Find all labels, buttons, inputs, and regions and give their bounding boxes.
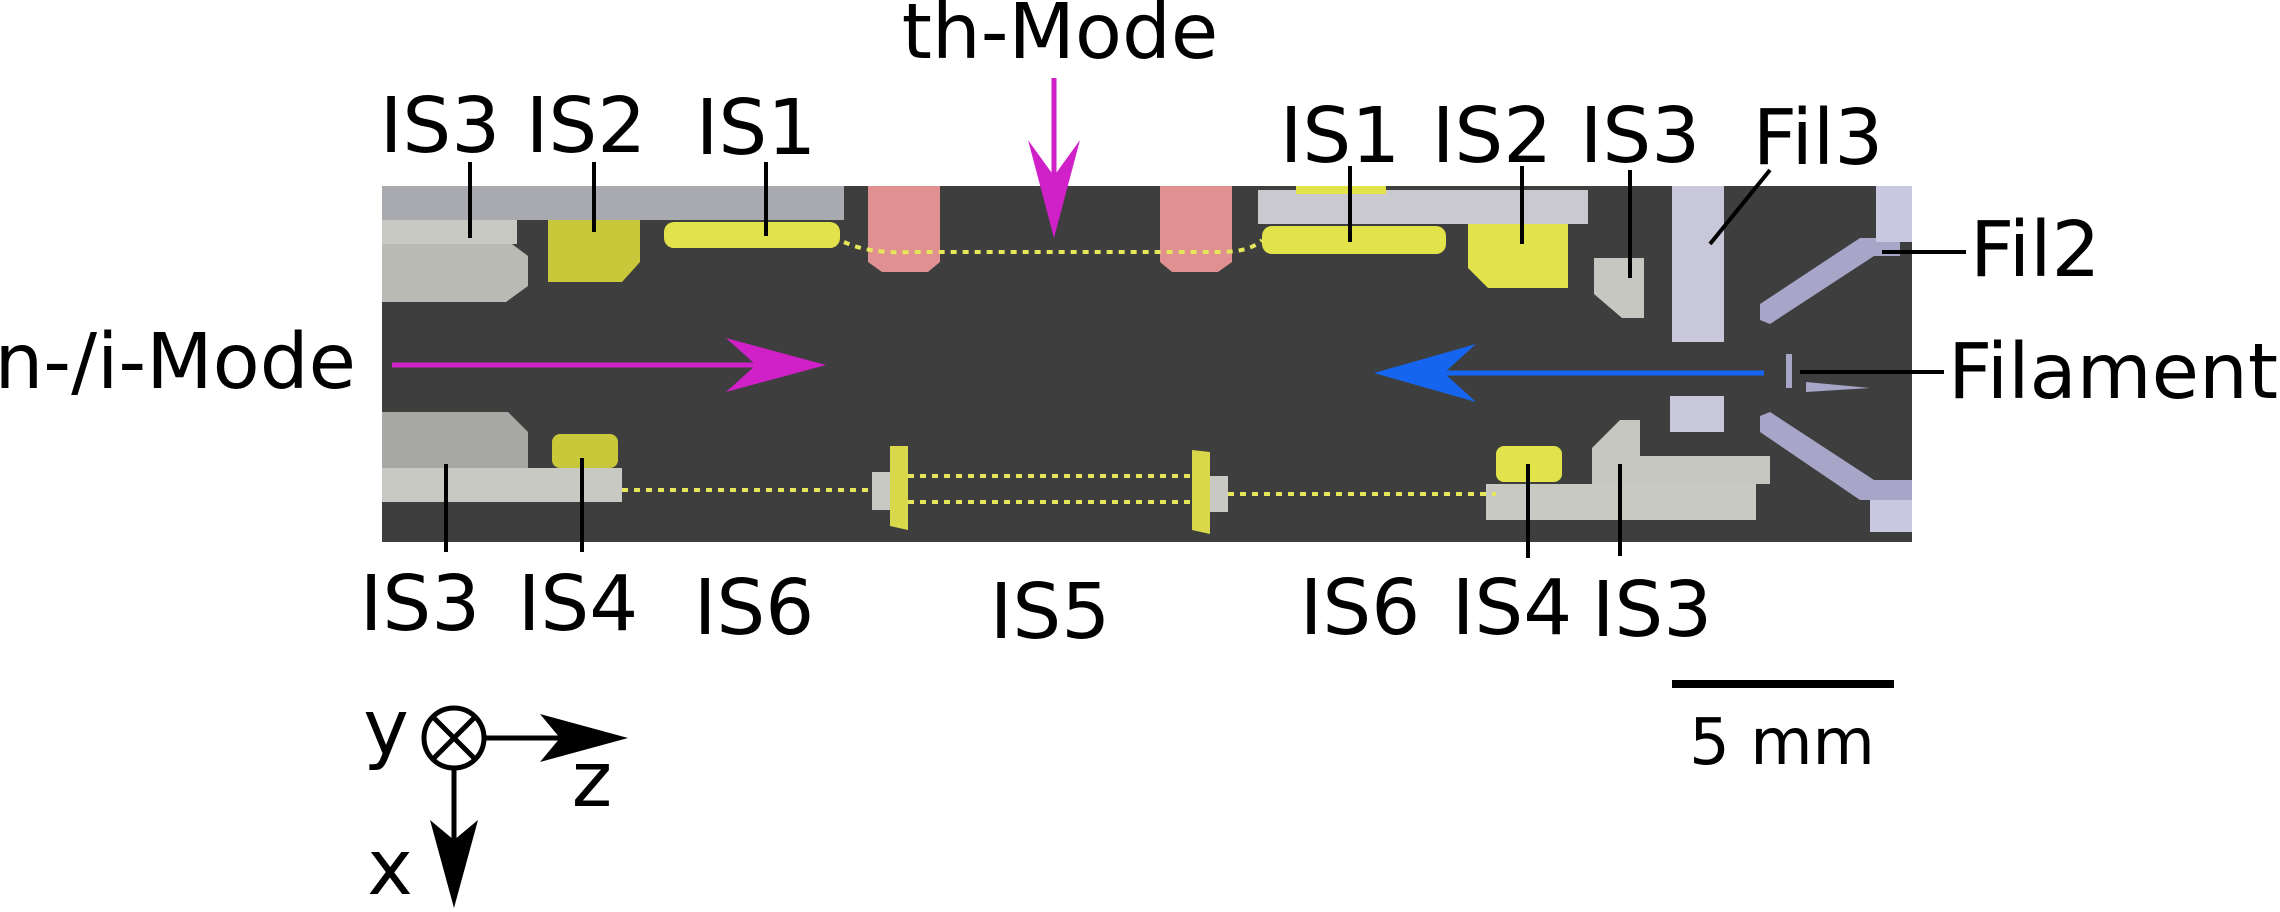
label-is6-bottom-left: IS6 — [694, 564, 815, 653]
label-is4-bottom-right: IS4 — [1452, 564, 1573, 653]
is3-bottom-left-electrode — [382, 412, 528, 468]
label-filament: Filament — [1948, 328, 2278, 417]
is3-bottom-right-electrode — [1592, 420, 1770, 484]
ni-mode-arrow-head — [726, 338, 826, 392]
th-mode-arrow-head — [1028, 140, 1080, 238]
scale-bar-label: 5 mm — [1689, 706, 1875, 780]
is1-top-right-cap — [1296, 186, 1386, 194]
is5-right-cap — [1210, 476, 1228, 512]
label-is2-top-left: IS2 — [526, 82, 647, 171]
label-fil3: Fil3 — [1753, 94, 1883, 183]
label-is4-bottom-left: IS4 — [518, 560, 639, 649]
fil3-plate — [1672, 186, 1724, 342]
label-is3-top-left: IS3 — [380, 82, 501, 171]
fil2-top-block — [1876, 186, 1912, 242]
is3-top-left-strip — [382, 220, 517, 244]
shield-left — [868, 186, 940, 272]
axis-label-y: y — [363, 684, 409, 773]
x-axis-arrow-head — [430, 820, 478, 908]
is2-top-left-electrode — [548, 220, 640, 282]
label-is3-top-right: IS3 — [1580, 92, 1701, 181]
ni-mode-label: n-/i-Mode — [0, 318, 356, 407]
fil3-block — [1670, 396, 1724, 432]
is5-left-cap — [872, 472, 890, 510]
label-is1-top-left: IS1 — [696, 84, 817, 173]
label-fil2: Fil2 — [1970, 206, 2100, 295]
top-rail — [382, 186, 844, 220]
shield-right — [1160, 186, 1232, 272]
z-axis-arrow-head — [540, 714, 628, 762]
y-axis-cross-b — [431, 715, 477, 761]
is5-left-plate — [890, 446, 908, 530]
is1-top-right-electrode — [1262, 226, 1446, 254]
is3-bottom-left-strip — [382, 468, 622, 502]
th-mode-label: th-Mode — [902, 0, 1219, 77]
leader-lines — [444, 162, 1966, 558]
fil2-bottom-block — [1870, 500, 1912, 532]
is4-bottom-left-electrode — [552, 434, 618, 468]
label-is5: IS5 — [990, 568, 1111, 657]
beam-arrow-head — [1374, 344, 1476, 402]
label-is3-bottom-right: IS3 — [1592, 566, 1713, 655]
is2-top-right-electrode — [1468, 224, 1568, 288]
is5-right-plate — [1192, 450, 1210, 534]
fil2-lower-arm — [1760, 412, 1912, 500]
fil2-upper-arm — [1760, 238, 1900, 324]
filament-tip — [1786, 354, 1792, 388]
label-is6-bottom-right: IS6 — [1300, 564, 1421, 653]
is1-top-left-electrode — [664, 222, 840, 248]
label-is2-top-right: IS2 — [1432, 92, 1553, 181]
axis-label-x: x — [367, 824, 413, 912]
is1-top-right-rail — [1258, 190, 1588, 224]
axis-label-z: z — [572, 736, 612, 825]
label-is1-top-right: IS1 — [1280, 92, 1401, 181]
filament-wire — [1806, 382, 1870, 392]
dotted-path-top — [843, 238, 1264, 255]
label-is3-bottom-left: IS3 — [360, 560, 481, 649]
